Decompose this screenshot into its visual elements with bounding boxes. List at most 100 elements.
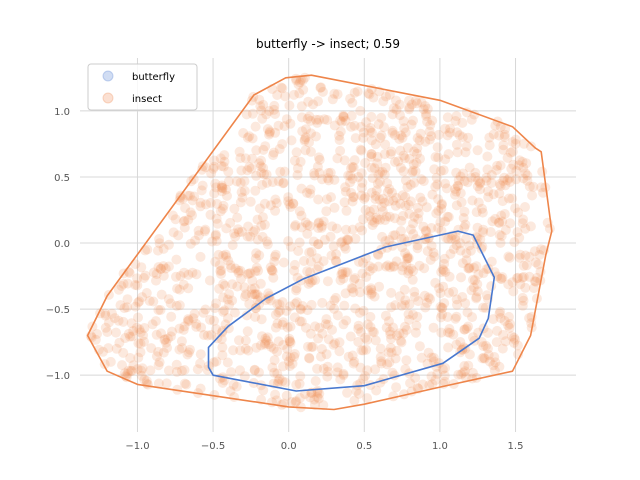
insect-point: [248, 226, 259, 237]
insect-point: [395, 110, 405, 121]
insect-point: [505, 218, 516, 229]
insect-point: [250, 185, 261, 196]
insect-point: [256, 380, 267, 391]
insect-point: [269, 251, 280, 262]
insect-point: [313, 96, 323, 107]
insect-point: [482, 343, 493, 354]
insect-point: [364, 89, 375, 100]
insect-point: [235, 345, 246, 356]
insect-point: [189, 191, 200, 202]
insect-point: [299, 134, 310, 145]
insect-point: [368, 92, 379, 103]
x-tick-label: −1.0: [125, 441, 149, 452]
insect-point: [441, 183, 452, 194]
insect-point: [294, 206, 305, 217]
insect-point: [436, 303, 447, 313]
insect-point: [526, 141, 536, 152]
insect-point: [413, 296, 424, 307]
insect-point: [345, 170, 356, 181]
insect-point: [263, 339, 274, 350]
insect-point: [335, 275, 346, 286]
insect-point: [380, 310, 391, 321]
insect-point: [376, 201, 387, 212]
insect-point: [305, 256, 316, 267]
insect-point: [400, 127, 411, 138]
insect-point: [250, 266, 261, 277]
insect-point: [415, 153, 425, 164]
insect-point: [177, 343, 187, 353]
insect-point: [213, 249, 224, 260]
insect-point: [400, 175, 411, 186]
insect-point: [400, 295, 411, 306]
insect-point: [305, 184, 316, 195]
insect-point: [486, 281, 497, 292]
insect-point: [358, 214, 368, 225]
insect-point: [305, 188, 316, 199]
insect-point: [162, 333, 173, 344]
insect-point: [358, 305, 369, 316]
insect-point: [302, 266, 313, 277]
insect-point: [406, 99, 417, 110]
insect-point: [381, 322, 392, 333]
insect-point: [252, 214, 263, 225]
insect-point: [315, 82, 326, 93]
insect-point: [499, 209, 510, 219]
insect-point: [419, 290, 430, 301]
insect-point: [472, 181, 483, 192]
insect-point: [444, 324, 455, 334]
insect-point: [346, 163, 356, 174]
insect-point: [382, 242, 392, 253]
insect-point: [224, 289, 235, 300]
insect-point: [367, 173, 378, 184]
insect-point: [388, 322, 398, 333]
insect-point: [459, 366, 470, 377]
insect-point: [429, 164, 440, 175]
insect-point: [357, 268, 368, 279]
insect-point: [332, 153, 343, 164]
insect-point: [498, 144, 509, 155]
insect-point: [528, 181, 539, 192]
insect-point: [520, 282, 531, 293]
insect-point: [451, 294, 462, 305]
insect-point: [291, 396, 302, 407]
insect-point: [171, 366, 182, 377]
insect-point: [291, 283, 302, 294]
insect-point: [412, 202, 423, 213]
insect-point: [236, 165, 247, 176]
insect-point: [338, 111, 349, 122]
insect-point: [267, 266, 278, 277]
insect-point: [219, 280, 230, 291]
insect-point: [244, 298, 255, 309]
insect-point: [195, 201, 206, 212]
insect-point: [179, 267, 190, 278]
insect-point: [440, 216, 451, 227]
insect-point: [396, 300, 407, 311]
insect-point: [153, 245, 163, 256]
insect-point: [508, 159, 519, 170]
insect-point: [179, 365, 190, 375]
insect-point: [241, 109, 252, 120]
insect-point: [360, 332, 371, 343]
insect-point: [316, 222, 327, 233]
insect-point: [361, 117, 372, 128]
insect-point: [385, 262, 395, 273]
insect-point: [198, 307, 209, 318]
insect-point: [292, 163, 303, 174]
insect-point: [401, 259, 412, 270]
insect-point: [293, 246, 304, 256]
insect-point: [250, 289, 261, 300]
insect-point: [490, 213, 501, 224]
insect-point: [338, 110, 349, 121]
insect-point: [353, 172, 364, 182]
insect-point: [240, 291, 250, 302]
insect-point: [360, 192, 371, 203]
insect-point: [472, 279, 483, 290]
insect-point: [444, 127, 455, 138]
insect-point: [496, 231, 507, 241]
insect-point: [277, 139, 288, 150]
insect-point: [464, 263, 475, 274]
insect-point: [103, 343, 114, 354]
insect-point: [121, 372, 132, 383]
insect-point: [210, 178, 221, 189]
insect-point: [358, 132, 369, 143]
